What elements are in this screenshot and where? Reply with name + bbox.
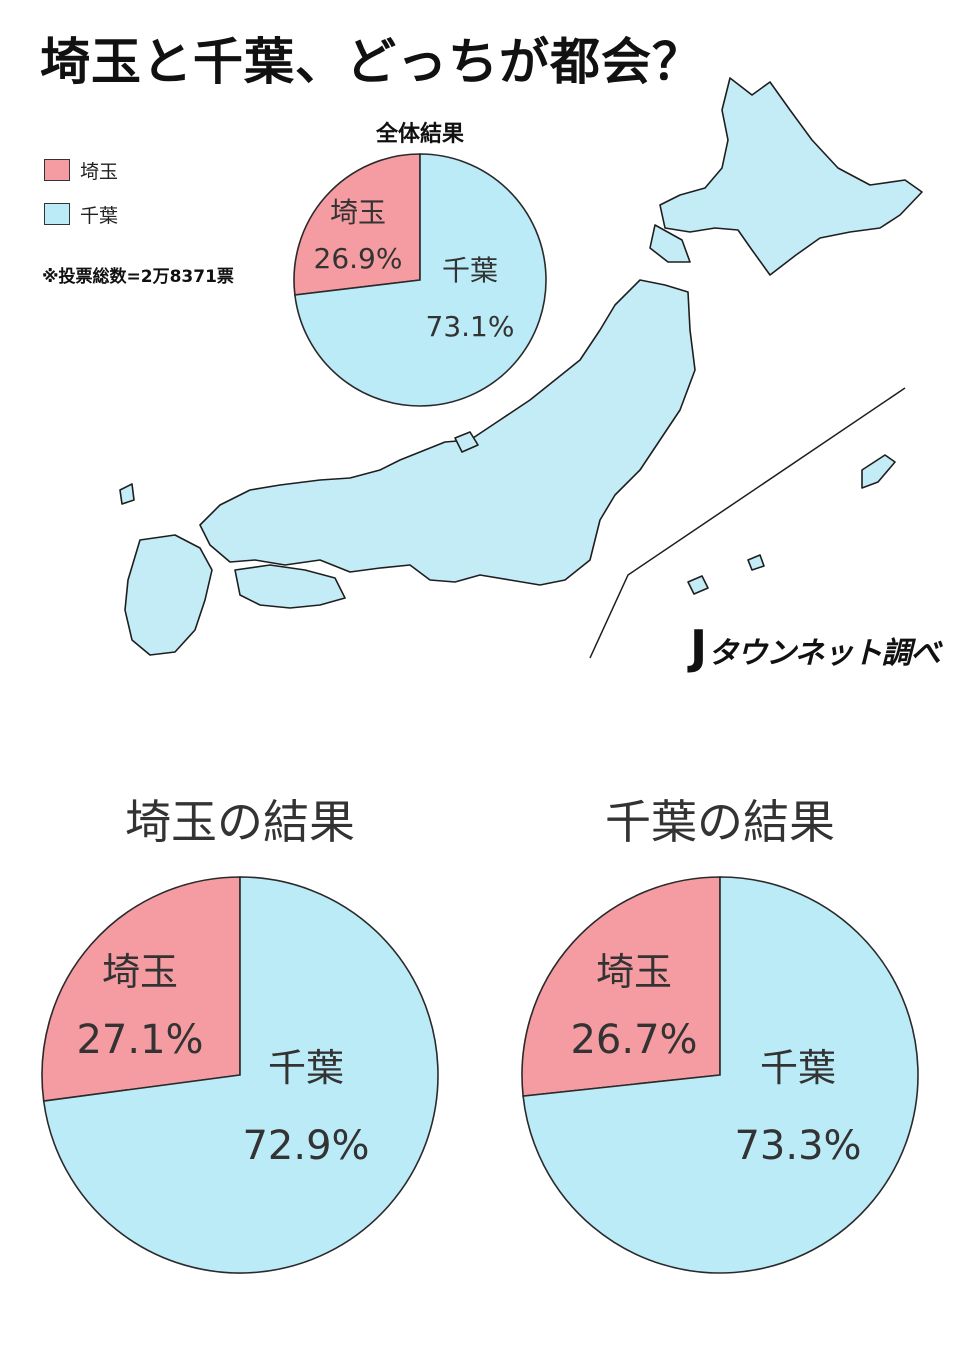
map-inset-divider — [589, 387, 906, 659]
pie-slice-value: 26.9% — [314, 242, 403, 275]
map-hokkaido — [659, 77, 923, 276]
map-island — [687, 575, 709, 595]
pie-slice-label: 埼玉 — [596, 950, 672, 994]
pie-chiba-result: 埼玉 26.7% 千葉 73.3% — [521, 876, 919, 1274]
pie-slice-chiba — [294, 153, 547, 407]
pie-slice-chiba — [42, 876, 439, 1274]
chiba-chart-title: 千葉の結果 — [605, 795, 835, 849]
pie-slice-label: 千葉 — [760, 1046, 836, 1090]
pie-slice-chiba — [522, 876, 919, 1274]
map-island — [747, 554, 765, 571]
legend-item-saitama: 埼玉 — [44, 148, 118, 192]
overall-chart-title: 全体結果 — [375, 122, 464, 147]
pie-slice-value: 27.1% — [76, 1017, 203, 1063]
map-okinawa — [861, 454, 896, 489]
legend-label: 埼玉 — [80, 160, 119, 183]
pie-overall: 埼玉 26.9% 千葉 73.1% — [293, 153, 547, 407]
legend: 埼玉 千葉 — [44, 148, 118, 236]
saitama-chart-title: 埼玉の結果 — [125, 795, 355, 849]
pie-slice-value: 26.7% — [570, 1017, 697, 1063]
brand-text: タウンネット調べ — [708, 636, 940, 671]
brand-mark: J — [690, 620, 707, 674]
page-title: 埼玉と千葉、どっちが都会？ — [40, 33, 703, 91]
pie-slice-label: 埼玉 — [330, 196, 386, 229]
brand-logo: Jタウンネット調べ — [690, 620, 941, 674]
japan-map-image — [119, 77, 923, 656]
pie-slice-saitama — [521, 876, 721, 1097]
map-island — [119, 483, 135, 505]
pie-slice-saitama — [293, 153, 421, 296]
pie-slice-label: 千葉 — [442, 254, 498, 287]
pie-saitama-result: 埼玉 27.1% 千葉 72.9% — [41, 876, 439, 1274]
map-kyushu — [124, 534, 213, 656]
map-sado — [454, 431, 479, 453]
map-shikoku — [234, 564, 346, 609]
legend-label: 千葉 — [80, 204, 119, 227]
vote-total-note: ※投票総数=2万8371票 — [42, 267, 234, 287]
legend-swatch-saitama — [44, 159, 70, 181]
pie-slice-value: 73.3% — [734, 1123, 861, 1169]
map-oshima — [649, 224, 691, 263]
pie-slice-label: 埼玉 — [102, 950, 178, 994]
pie-slice-saitama — [41, 876, 241, 1102]
legend-swatch-chiba — [44, 203, 70, 225]
pie-slice-label: 千葉 — [268, 1046, 344, 1090]
pie-slice-value: 72.9% — [242, 1123, 369, 1169]
legend-item-chiba: 千葉 — [44, 192, 118, 236]
pie-slice-value: 73.1% — [426, 310, 515, 343]
